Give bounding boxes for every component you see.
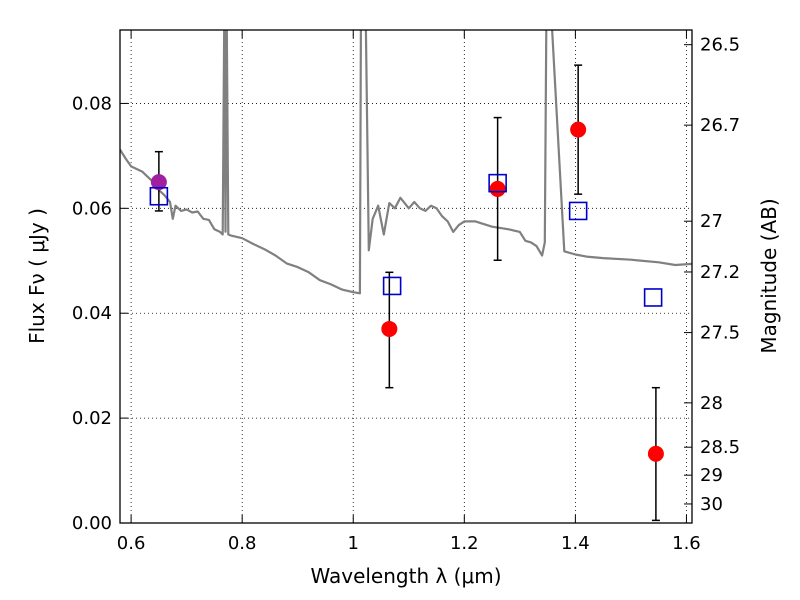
- model-spectrum: [120, 30, 692, 295]
- x-tick-label: 0.8: [228, 533, 257, 554]
- x-tick-label: 0.6: [117, 533, 146, 554]
- y-tick-label: 0.04: [72, 303, 112, 324]
- spectrum-line: [120, 30, 692, 295]
- observed-point: [647, 445, 664, 462]
- y-tick-label: 0.08: [72, 93, 112, 114]
- right-tick-label: 27.2: [700, 262, 740, 283]
- model-point: [382, 276, 402, 296]
- right-tick-label: 27: [700, 211, 723, 232]
- right-tick-label: 26.5: [700, 35, 740, 56]
- right-tick-label: 29: [700, 465, 723, 486]
- plot-frame: [119, 29, 693, 524]
- model-point: [643, 288, 663, 307]
- model-point: [488, 173, 507, 193]
- observed-point: [381, 320, 398, 337]
- observed-point: [489, 180, 506, 197]
- observed-point: [150, 174, 167, 191]
- x-tick-label: 1.2: [450, 533, 479, 554]
- model-point: [149, 186, 169, 206]
- right-tick-label: 28.5: [700, 437, 740, 458]
- y-axis-right-label: Magnitude (AB): [757, 198, 781, 353]
- right-tick-label: 28: [700, 393, 723, 414]
- y-axis-left-label: Flux Fν ( μJy ): [25, 208, 49, 344]
- model-point: [568, 201, 588, 221]
- y-tick-label: 0.06: [72, 198, 112, 219]
- data-points: [149, 121, 664, 462]
- grid: [120, 30, 692, 523]
- y-tick-label: 0.02: [72, 408, 112, 429]
- x-tick-label: 1.4: [561, 533, 590, 554]
- right-tick-label: 30: [700, 494, 723, 515]
- x-tick-label: 1: [348, 533, 359, 554]
- y-tick-label: 0.00: [72, 513, 112, 534]
- y-axis-right: 26.5 26.7 27 27.2 27.5 28 28.5 29 30: [684, 35, 740, 515]
- x-tick-label: 1.6: [672, 533, 701, 554]
- right-tick-label: 27.5: [700, 323, 740, 344]
- y-axis-left: 0.00 0.02 0.04 0.06 0.08: [72, 93, 128, 534]
- observed-point: [570, 121, 587, 138]
- x-axis: 0.6 0.8 1 1.2 1.4 1.6: [117, 30, 701, 554]
- right-tick-label: 26.7: [700, 115, 740, 136]
- x-axis-label: Wavelength λ (μm): [310, 564, 501, 588]
